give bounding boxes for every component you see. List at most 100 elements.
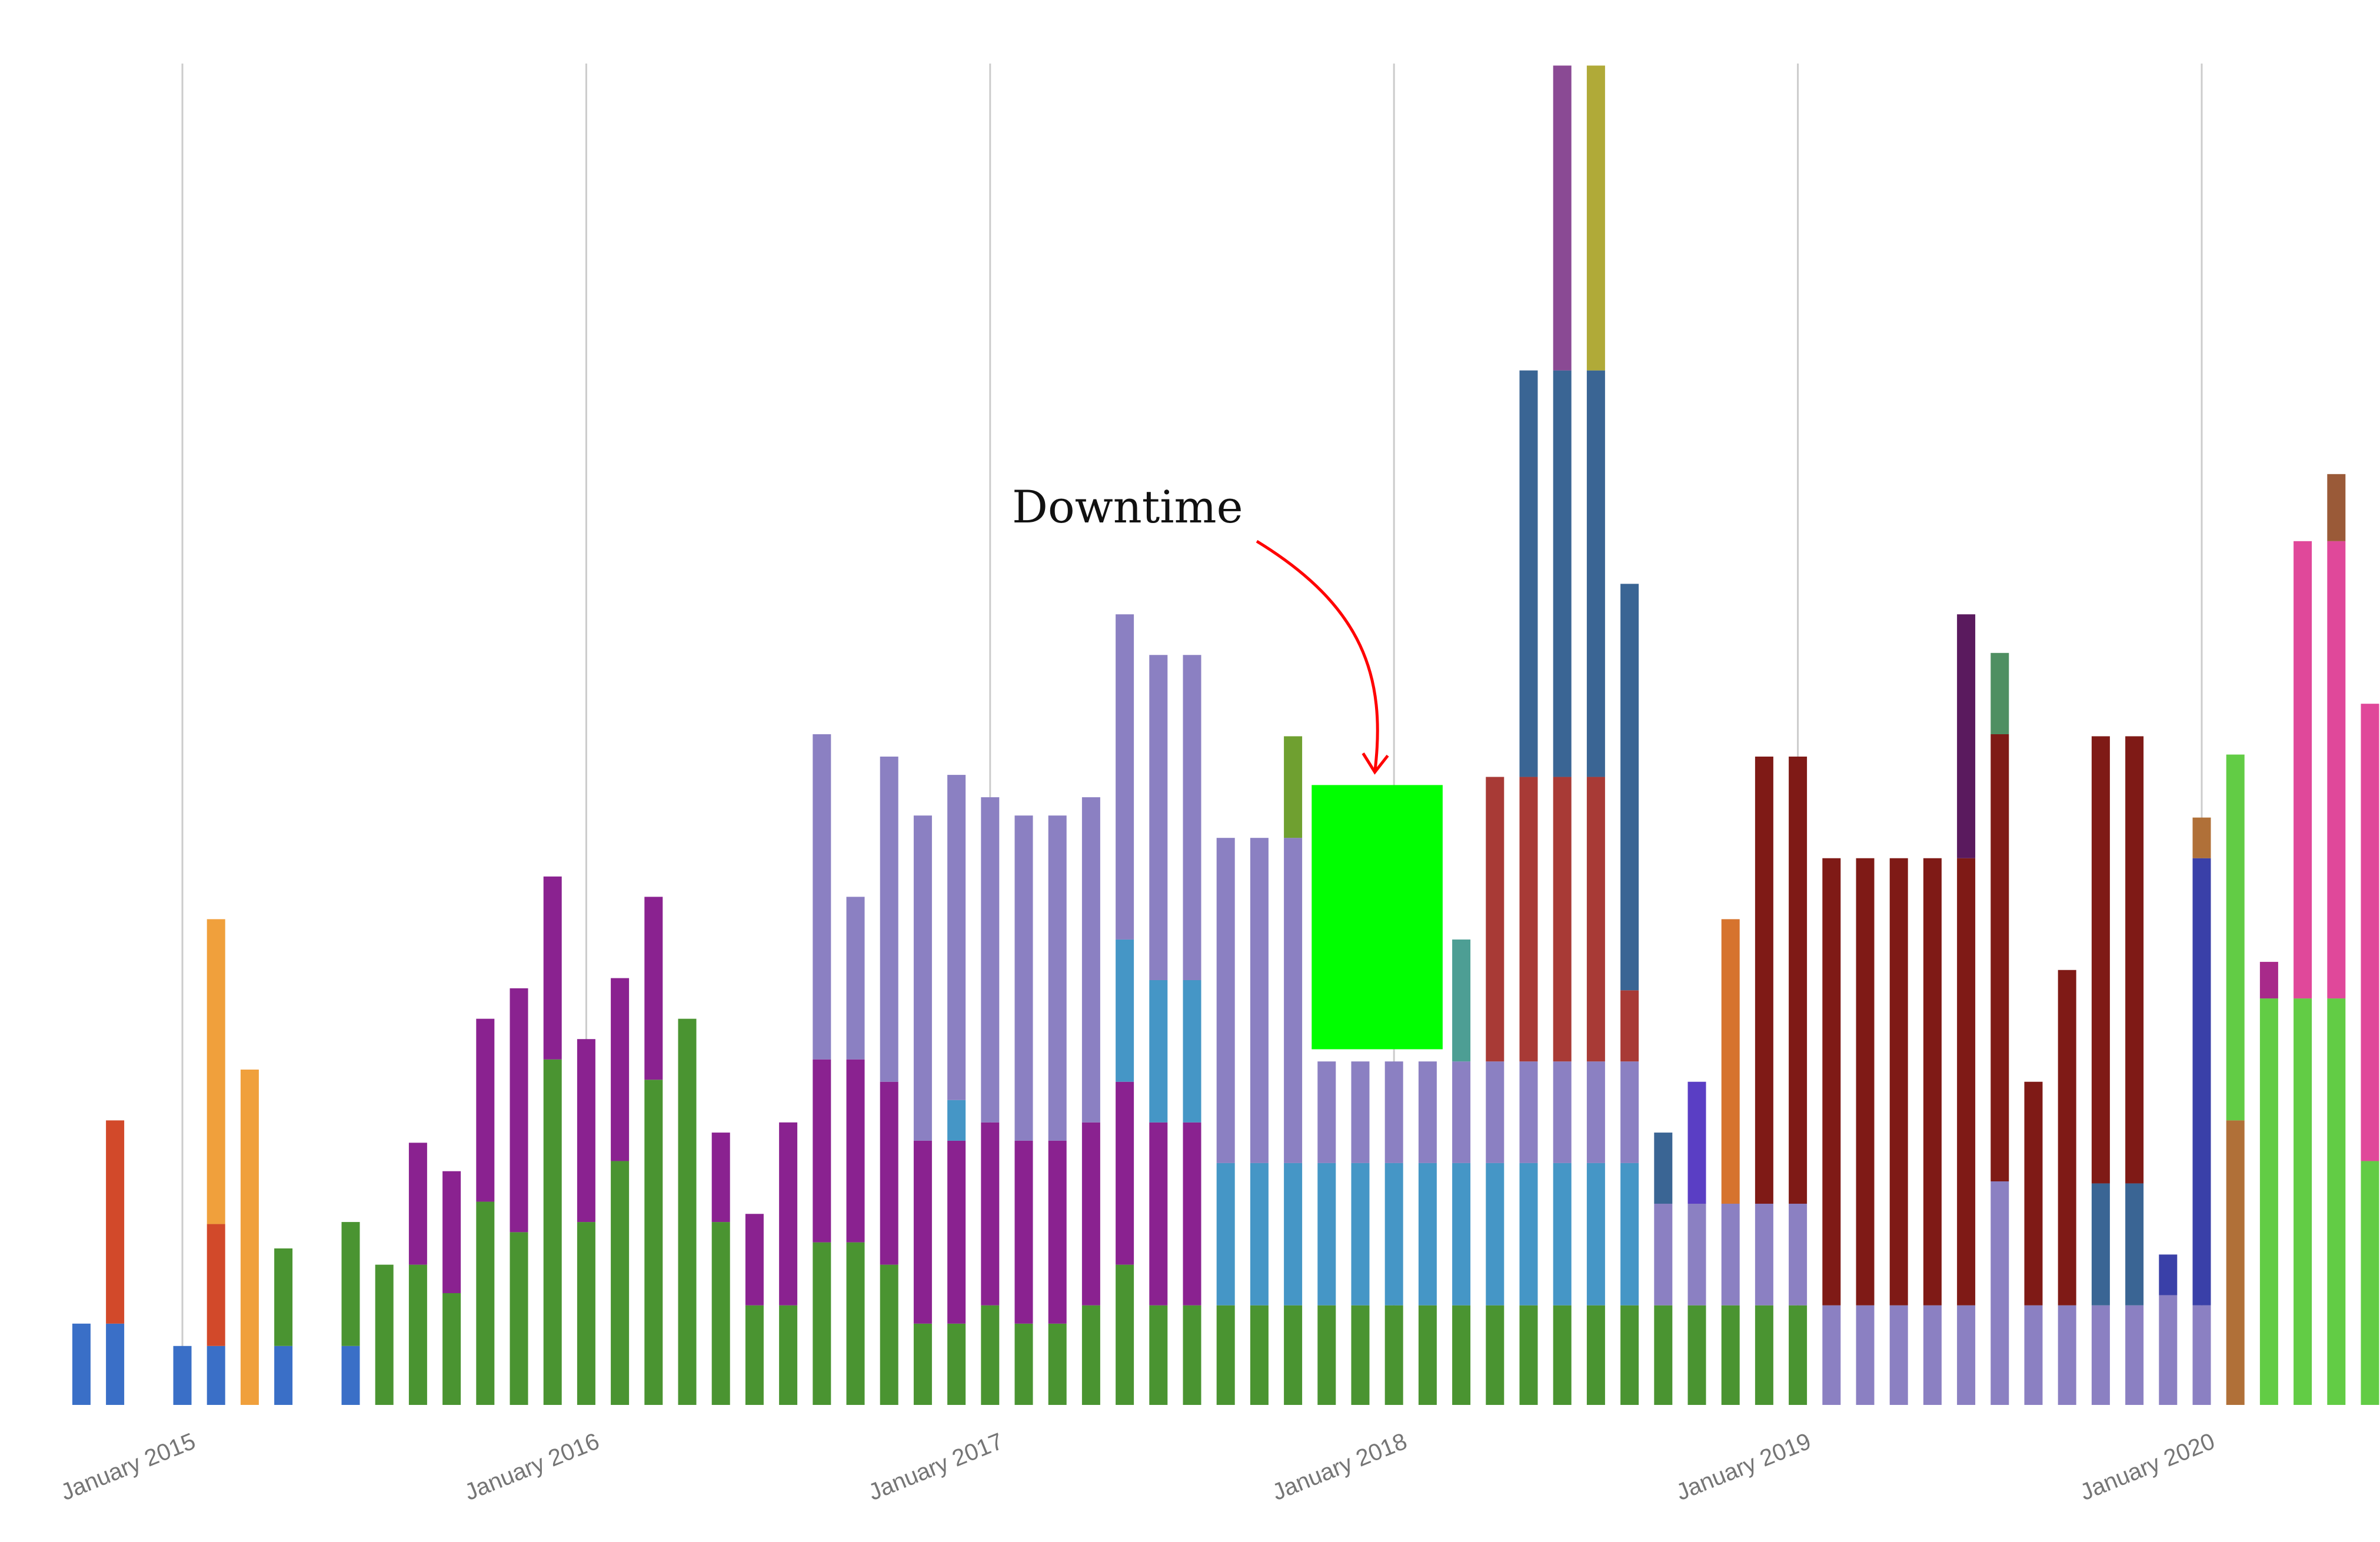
bar: [1687, 1081, 1706, 1405]
bar-segment: [745, 1214, 764, 1305]
bar-segment: [1586, 1163, 1605, 1305]
bar-segment: [2125, 736, 2144, 1184]
bar-segment: [207, 919, 225, 1224]
bar: [1216, 838, 1235, 1405]
bar-segment: [813, 734, 831, 1060]
bar-segment: [577, 1222, 595, 1405]
bar: [880, 757, 898, 1405]
bar-segment: [779, 1305, 798, 1405]
downtime-label: Downtime: [1012, 481, 1243, 533]
bar-segment: [947, 1140, 966, 1324]
bar-segment: [1116, 1264, 1134, 1405]
bar-segment: [1755, 1204, 1773, 1305]
bar-segment: [510, 1232, 528, 1405]
bar-segment: [1620, 1305, 1639, 1405]
bar-segment: [1519, 1305, 1538, 1405]
bar-segment: [1990, 652, 2009, 734]
bar-segment: [779, 1122, 798, 1305]
bar-segment: [1116, 939, 1134, 1082]
bar-segment: [1216, 1305, 1235, 1405]
bar-segment: [1721, 1204, 1740, 1305]
bar: [2361, 704, 2379, 1405]
bar-segment: [1317, 1163, 1336, 1305]
bar-segment: [947, 1323, 966, 1405]
bar-segment: [1957, 858, 1976, 1305]
bar: [1789, 757, 1808, 1405]
bar-segment: [1789, 1204, 1808, 1305]
bar-segment: [1183, 1305, 1201, 1405]
bar-segment: [1081, 1305, 1100, 1405]
bar-segment: [1721, 1305, 1740, 1405]
bar: [2091, 736, 2110, 1405]
bar: [2125, 736, 2144, 1405]
bar-segment: [2091, 1183, 2110, 1305]
bar-segment: [1519, 1061, 1538, 1163]
bar-segment: [813, 1242, 831, 1405]
bar: [913, 815, 932, 1405]
bar: [1822, 858, 1841, 1405]
x-tick-label: January 2019: [1673, 1428, 1815, 1506]
bar: [779, 1122, 798, 1405]
bar-segment: [1250, 1163, 1269, 1305]
bar-segment: [1149, 1305, 1168, 1405]
bar-segment: [1620, 1163, 1639, 1305]
bar-segment: [2091, 736, 2110, 1184]
bar: [1384, 1061, 1403, 1405]
bar-segment: [1014, 1323, 1033, 1405]
bar: [207, 919, 225, 1405]
bar-segment: [2159, 1295, 2178, 1405]
bar: [476, 1018, 495, 1405]
bar-segment: [981, 797, 1000, 1123]
bar-segment: [1519, 370, 1538, 777]
bar-segment: [678, 1018, 697, 1405]
bar-segment: [1923, 858, 1942, 1305]
bar: [274, 1248, 293, 1405]
bar: [2058, 970, 2076, 1405]
bar-segment: [644, 897, 663, 1080]
bar: [2259, 961, 2278, 1405]
bar-segment: [1384, 1163, 1403, 1305]
bar-segment: [1553, 370, 1572, 777]
bar-segment: [543, 1059, 562, 1405]
bar: [1620, 584, 1639, 1405]
bar-segment: [1586, 777, 1605, 1062]
bar: [813, 734, 831, 1405]
bar-segment: [2327, 998, 2346, 1405]
bar-segment: [2327, 474, 2346, 541]
bar-segment: [1586, 1061, 1605, 1163]
bar: [2294, 541, 2312, 1405]
bar-segment: [1654, 1204, 1673, 1305]
bar-segment: [711, 1222, 730, 1405]
bar: [1284, 736, 1303, 1405]
bar: [947, 775, 966, 1405]
bar-segment: [981, 1122, 1000, 1305]
bar-segment: [375, 1264, 394, 1405]
bar-segment: [1486, 1163, 1504, 1305]
bar-segment: [1687, 1305, 1706, 1405]
bar: [1519, 370, 1538, 1405]
bar-segment: [947, 1100, 966, 1141]
bar-segment: [1620, 584, 1639, 991]
bar-segment: [1048, 1323, 1067, 1405]
bar-segment: [106, 1120, 125, 1324]
bar-segment: [72, 1323, 91, 1405]
bar-segment: [1957, 1305, 1976, 1405]
bar: [442, 1171, 461, 1405]
bar-segment: [1250, 838, 1269, 1163]
bar: [1553, 65, 1572, 1405]
bar-segment: [1990, 1181, 2009, 1405]
gridlines: [181, 64, 2203, 1405]
bar-segment: [1284, 1163, 1303, 1305]
bar-segment: [1923, 1305, 1942, 1405]
downtime-arrow: [1256, 539, 1379, 772]
bar-segment: [408, 1143, 427, 1265]
bar-segment: [1081, 797, 1100, 1123]
bar: [2024, 1081, 2043, 1405]
bar-segment: [2259, 961, 2278, 999]
bar-segment: [173, 1345, 192, 1405]
downtime-arrowhead: [1362, 752, 1389, 775]
bar-segment: [1553, 777, 1572, 1062]
bar-segment: [880, 1264, 898, 1405]
bar-segment: [1486, 777, 1504, 1062]
bar-segment: [913, 1323, 932, 1405]
